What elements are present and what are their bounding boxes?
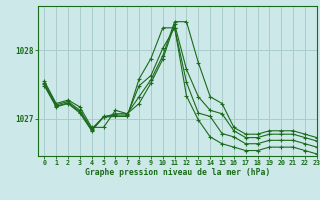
X-axis label: Graphe pression niveau de la mer (hPa): Graphe pression niveau de la mer (hPa) xyxy=(85,168,270,177)
